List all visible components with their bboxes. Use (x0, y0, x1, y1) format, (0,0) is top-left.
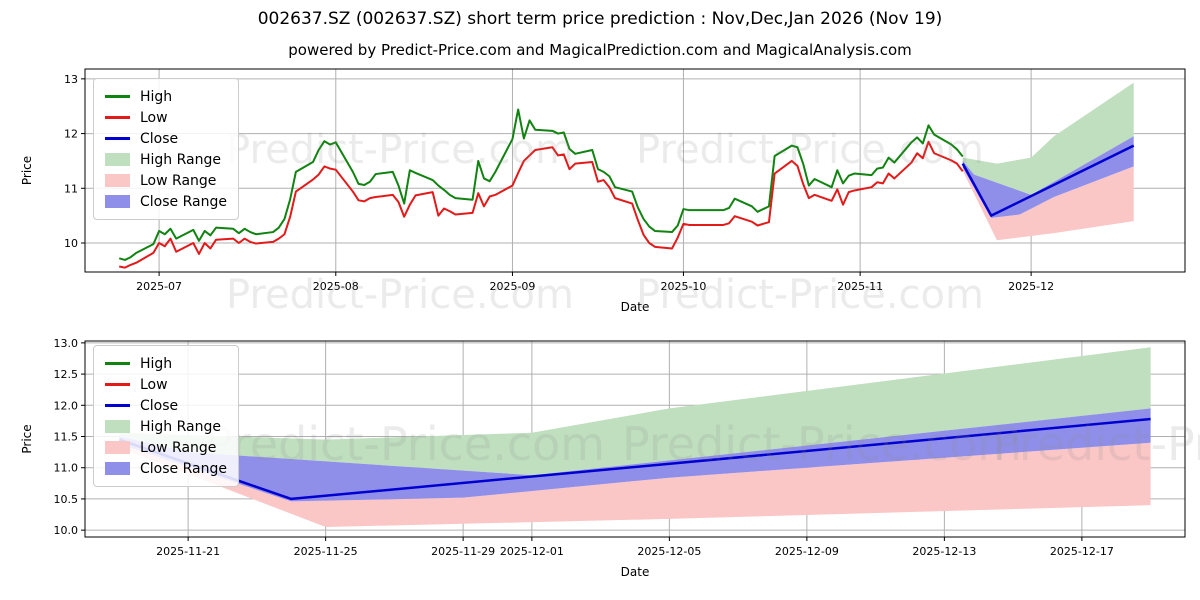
x-tick-label: 2025-12-09 (775, 545, 839, 558)
legend-item-label: Close (140, 130, 179, 147)
legend-item-low-range: Low Range (105, 437, 227, 458)
legend-item-label: Low Range (140, 172, 217, 189)
low-range-area (962, 166, 1134, 241)
y-axis: 10 11 12 13 Price (20, 73, 85, 250)
x-axis: 2025-07 2025-08 2025-09 2025-10 2025-11 2025-… (136, 272, 1054, 314)
y-tick-label: 12.0 (54, 399, 79, 412)
x-tick-label: 2025-12-01 (500, 545, 564, 558)
legend-line-swatch (105, 362, 130, 365)
legend-item-close-range: Close Range (105, 191, 227, 212)
x-tick-label: 2025-10 (660, 280, 706, 293)
legend-line-swatch (105, 116, 130, 119)
x-tick-label: 2025-12 (1008, 280, 1054, 293)
x-tick-label: 2025-11-21 (156, 545, 220, 558)
x-tick-label: 2025-12-05 (637, 545, 701, 558)
y-tick-label: 12.5 (54, 368, 79, 381)
legend-item-label: Low (140, 109, 168, 126)
x-tick-label: 2025-09 (489, 280, 535, 293)
legend-item-low: Low (105, 107, 227, 128)
low-line (119, 140, 964, 269)
x-tick-label: 2025-11-25 (294, 545, 358, 558)
legend-line-swatch (105, 404, 130, 407)
legend-item-high: High (105, 86, 227, 107)
legend-item-label: High Range (140, 418, 221, 435)
legend-item-close-range: Close Range (105, 458, 227, 479)
y-tick-label: 11.5 (54, 431, 79, 444)
y-axis: 10.0 10.5 11.0 11.5 12.0 12.5 13.0 Price (20, 337, 85, 537)
legend-line-swatch (105, 137, 130, 140)
legend-item-label: High (140, 88, 173, 105)
legend-patch-swatch (105, 420, 130, 433)
legend-patch-swatch (105, 441, 130, 454)
figure-subtitle: powered by Predict-Price.com and Magical… (288, 41, 912, 59)
prediction-detail-chart: 2025-11-21 2025-11-25 2025-11-29 2025-12-01… (20, 337, 1186, 579)
legend-item-close: Close (105, 128, 227, 149)
legend-item-label: High (140, 355, 173, 372)
legend-top-chart: High Low Close High Range Low Range Close Ran… (93, 78, 239, 220)
y-tick-label: 11 (64, 182, 78, 195)
x-tick-label: 2025-11-29 (431, 545, 495, 558)
legend-item-high-range: High Range (105, 416, 227, 437)
x-tick-label: 2025-12-17 (1050, 545, 1114, 558)
y-tick-label: 10.0 (54, 524, 79, 537)
legend-item-high-range: High Range (105, 149, 227, 170)
y-axis-label: Price (20, 156, 34, 185)
x-tick-label: 2025-12-13 (912, 545, 976, 558)
legend-patch-swatch (105, 195, 130, 208)
x-axis-label: Date (621, 300, 650, 314)
legend-item-low: Low (105, 374, 227, 395)
legend-item-label: Low Range (140, 439, 217, 456)
low-range-area (119, 442, 1151, 528)
legend-item-label: Close Range (140, 193, 227, 210)
x-axis-label: Date (621, 565, 650, 579)
y-tick-label: 13 (64, 73, 78, 86)
figure-title: 002637.SZ (002637.SZ) short term price p… (257, 9, 943, 29)
price-history-with-prediction-chart: 2025-07 2025-08 2025-09 2025-10 2025-11 2025-… (20, 68, 1186, 314)
legend-item-label: Low (140, 376, 168, 393)
x-tick-label: 2025-11 (837, 280, 883, 293)
legend-line-swatch (105, 95, 130, 98)
legend-item-low-range: Low Range (105, 170, 227, 191)
legend-line-swatch (105, 383, 130, 386)
close-range-area (962, 136, 1134, 218)
y-tick-label: 11.0 (54, 462, 79, 475)
legend-item-close: Close (105, 395, 227, 416)
legend-patch-swatch (105, 174, 130, 187)
high-range-area (962, 82, 1134, 195)
y-axis-label: Price (20, 424, 34, 453)
high-line (118, 108, 964, 261)
y-tick-label: 13.0 (54, 337, 79, 350)
x-tick-label: 2025-08 (313, 280, 359, 293)
legend-patch-swatch (105, 462, 130, 475)
y-tick-label: 10.5 (54, 493, 79, 506)
legend-item-label: Close Range (140, 460, 227, 477)
close-line (961, 144, 1135, 217)
legend-item-label: High Range (140, 151, 221, 168)
plot-border (84, 340, 1186, 538)
high-range-area (119, 347, 1151, 476)
y-tick-label: 10 (64, 237, 78, 250)
y-tick-label: 12 (64, 128, 78, 141)
legend-patch-swatch (105, 153, 130, 166)
legend-item-label: Close (140, 397, 179, 414)
legend-item-high: High (105, 353, 227, 374)
plot-border (84, 68, 1186, 273)
close-range-area (119, 408, 1151, 502)
x-tick-label: 2025-07 (136, 280, 182, 293)
x-axis: 2025-11-21 2025-11-25 2025-11-29 2025-12-01… (156, 537, 1114, 579)
legend-bottom-chart: High Low Close High Range Low Range Close Ran… (93, 345, 239, 487)
